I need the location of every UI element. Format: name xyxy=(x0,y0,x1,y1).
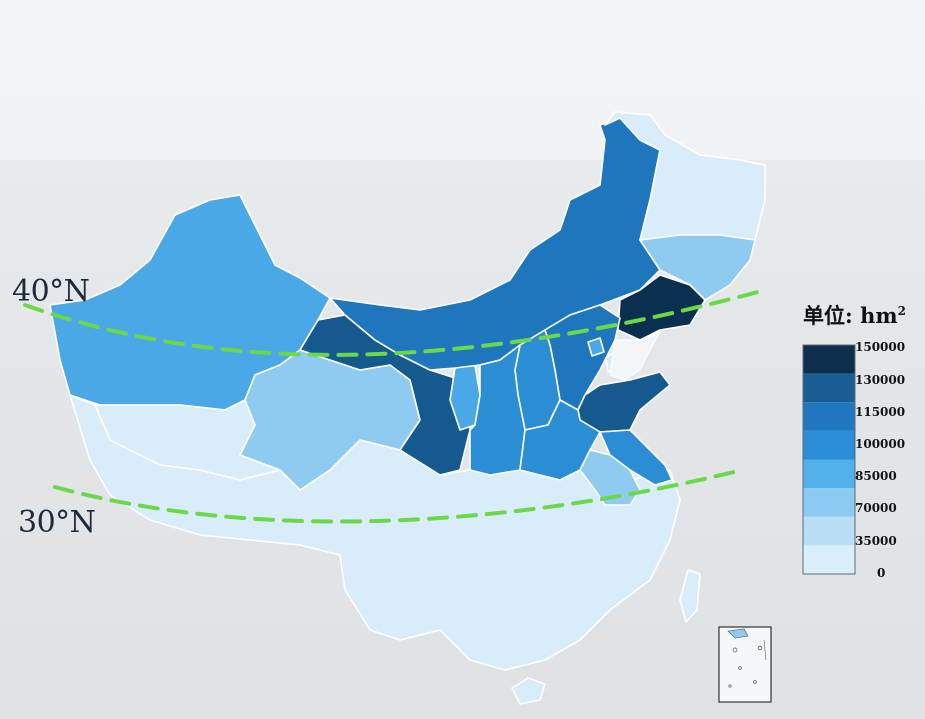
latitude-line-30n xyxy=(53,468,744,524)
legend-swatch xyxy=(803,373,855,403)
legend-tick: 115000 xyxy=(855,405,906,419)
latitude-line-40n xyxy=(23,290,760,357)
legend-tick: 70000 xyxy=(855,501,897,515)
region-taiwan xyxy=(679,569,701,623)
legend-tick: 85000 xyxy=(855,469,897,483)
legend-swatch xyxy=(803,516,855,546)
legend-colorbar xyxy=(802,344,856,575)
legend-tick: 0 xyxy=(877,566,886,580)
legend-swatch xyxy=(803,345,855,374)
legend-swatch xyxy=(803,459,855,489)
background-building xyxy=(0,0,925,160)
legend-swatch xyxy=(803,402,855,431)
legend-tick: 130000 xyxy=(855,373,906,387)
legend-swatch xyxy=(803,488,855,517)
region-beijing xyxy=(587,337,605,357)
legend-tick: 150000 xyxy=(855,340,906,354)
legend-tick: 100000 xyxy=(855,437,906,451)
legend-swatch xyxy=(803,545,855,574)
south-china-sea-inset xyxy=(718,626,772,703)
legend-tick: 35000 xyxy=(855,534,897,548)
region-liaoning xyxy=(617,274,706,341)
region-hainan xyxy=(511,677,546,705)
bohai-sea xyxy=(609,331,662,381)
legend-swatch xyxy=(803,430,855,460)
legend-border xyxy=(802,344,856,575)
region-anhui xyxy=(579,449,641,506)
latitude-label-40n: 40°N xyxy=(12,274,90,309)
latitude-label-30n: 30°N xyxy=(18,505,96,540)
legend-title: 单位: hm2 xyxy=(803,303,906,328)
region-jilin xyxy=(639,234,756,301)
